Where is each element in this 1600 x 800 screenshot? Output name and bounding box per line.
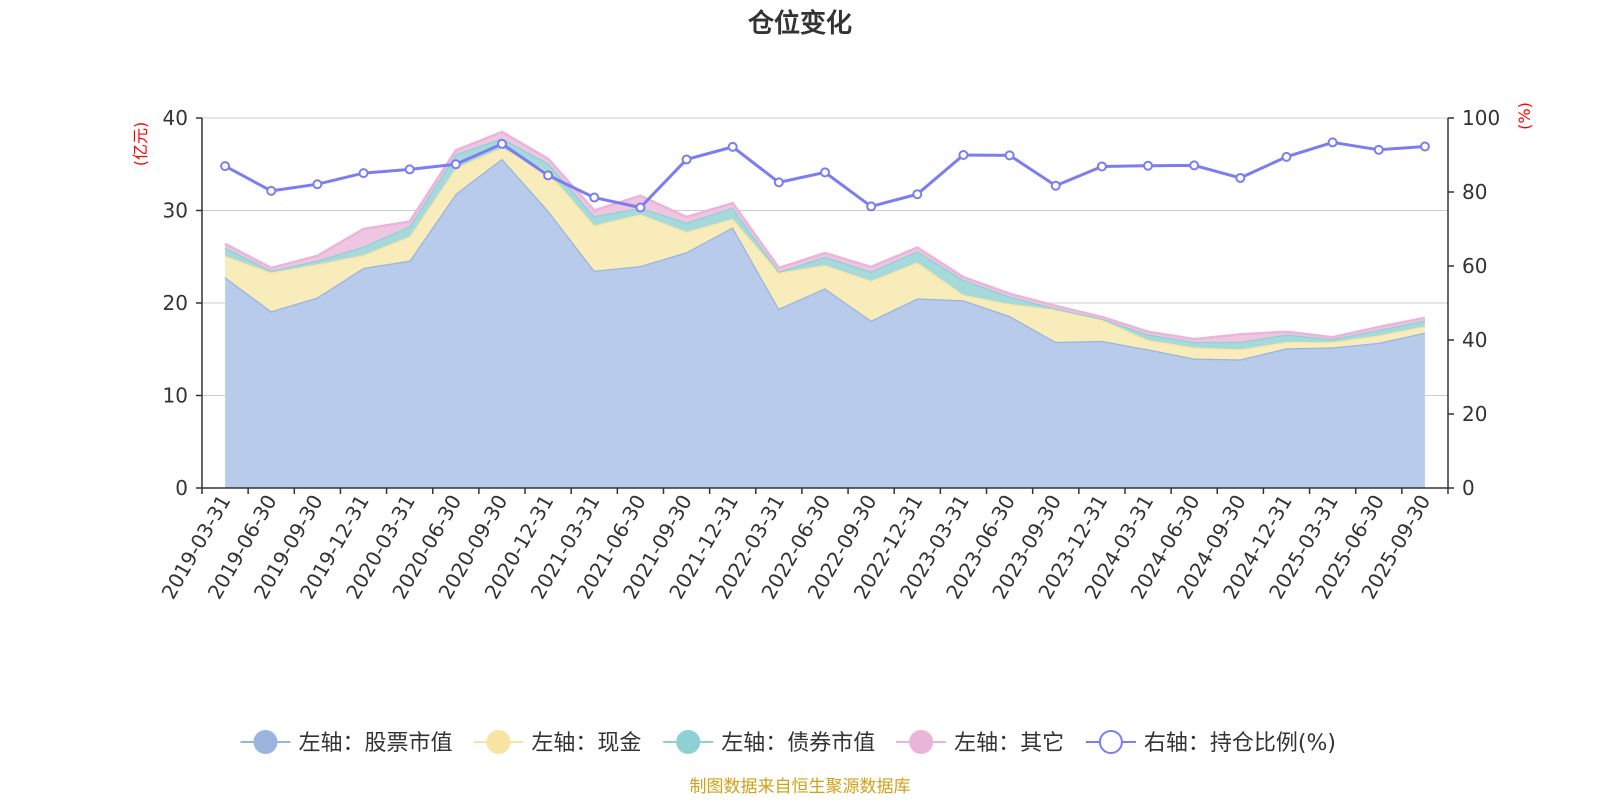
legend-marker-icon (909, 730, 934, 754)
ratio-point (1143, 160, 1154, 171)
position-ratio-line (220, 137, 1430, 213)
ratio-point (681, 154, 692, 165)
right-tick-label: 40 (1462, 328, 1487, 352)
data-source-footer: 制图数据来自恒生聚源数据库 (690, 777, 911, 797)
ratio-point (1281, 151, 1292, 162)
ratio-point (1373, 144, 1384, 155)
left-tick-label: 40 (163, 106, 188, 130)
legend-marker-icon (1098, 730, 1123, 754)
legend-item[interactable]: 左轴：其它 (896, 730, 1064, 756)
ratio-point (1235, 172, 1246, 183)
ratio-point (1096, 161, 1107, 172)
ratio-point (496, 138, 507, 149)
ratio-point (1004, 150, 1015, 161)
left-axis-unit: (亿元) (131, 122, 150, 167)
legend-item[interactable]: 左轴：现金 (473, 730, 641, 756)
left-tick-label: 20 (163, 291, 188, 315)
area-series-0 (225, 158, 1425, 488)
ratio-point (543, 170, 554, 181)
ratio-point (727, 141, 738, 152)
area-edge-series-3 (224, 130, 1426, 341)
right-tick-label: 80 (1462, 180, 1487, 204)
left-tick-label: 10 (163, 384, 188, 408)
right-tick-label: 60 (1462, 254, 1487, 278)
ratio-point (1419, 141, 1430, 152)
left-tick-label: 30 (163, 199, 188, 223)
ratio-point (1327, 137, 1338, 148)
ratio-point (589, 192, 600, 203)
legend-label: 左轴：债券市值 (721, 731, 875, 756)
left-tick-label: 0 (175, 476, 188, 500)
ratio-point (820, 167, 830, 178)
ratio-point (866, 201, 877, 212)
legend-label: 左轴：股票市值 (298, 731, 452, 756)
legend-marker-icon (486, 730, 511, 754)
legend-label: 右轴：持仓比例(%) (1144, 731, 1336, 756)
ratio-point (958, 150, 969, 160)
legend-marker-icon (676, 730, 701, 754)
ratio-point (312, 179, 323, 190)
legend-item[interactable]: 左轴：债券市值 (663, 730, 875, 756)
legend: 左轴：股票市值 左轴：现金 左轴：债券市值 左轴：其它 右轴：持仓比例(%) (240, 730, 1336, 756)
stacked-areas (224, 130, 1426, 488)
ratio-point (1189, 160, 1200, 171)
right-tick-label: 100 (1462, 106, 1500, 130)
right-axis-unit: (%) (1515, 102, 1534, 130)
ratio-point (773, 177, 784, 188)
legend-item[interactable]: 左轴：股票市值 (240, 730, 452, 756)
legend-marker-icon (253, 730, 278, 754)
chart-title: 仓位变化 (747, 8, 852, 39)
ratio-point (912, 189, 923, 200)
ratio-point (1050, 180, 1061, 191)
right-tick-label: 20 (1462, 402, 1487, 426)
ratio-point (358, 168, 369, 179)
legend-item[interactable]: 右轴：持仓比例(%) (1085, 730, 1336, 756)
right-tick-label: 0 (1462, 476, 1475, 500)
legend-label: 左轴：其它 (954, 731, 1064, 756)
ratio-point (404, 164, 415, 175)
ratio-point (266, 185, 277, 196)
legend-label: 左轴：现金 (531, 731, 641, 756)
ratio-point (635, 202, 646, 213)
ratio-point (450, 159, 461, 170)
ratio-point (220, 161, 231, 172)
